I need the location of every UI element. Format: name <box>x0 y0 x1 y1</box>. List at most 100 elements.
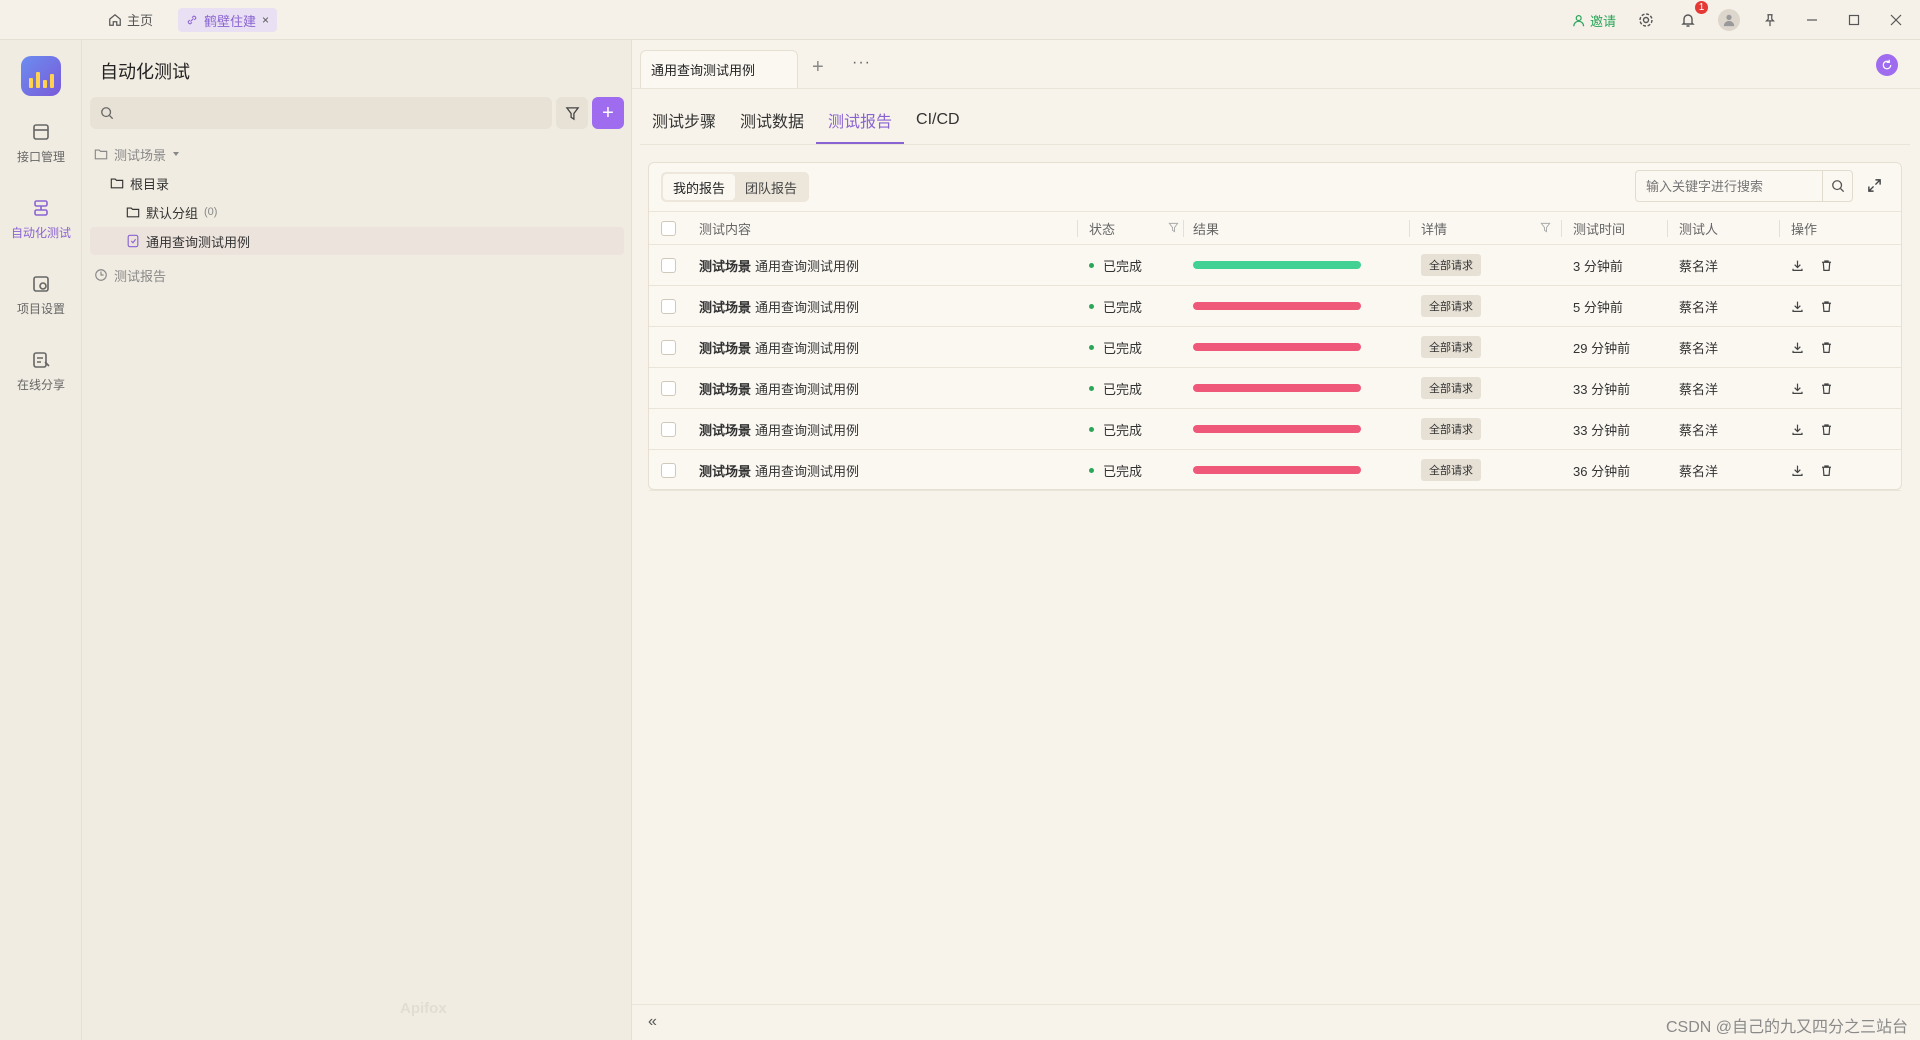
project-tab[interactable]: 鹤壁住建 × <box>178 8 278 32</box>
row-checkbox[interactable] <box>661 257 676 273</box>
user-avatar[interactable] <box>1718 9 1740 31</box>
tab-test-reports[interactable]: 测试报告 <box>816 98 905 144</box>
tree-search[interactable] <box>90 97 552 129</box>
keyword-search-input[interactable] <box>1636 178 1822 194</box>
test-content-cell: 测试场景 通用查询测试用例 <box>699 450 859 490</box>
notifications-button[interactable]: 1 <box>1676 1 1708 32</box>
detail-tag[interactable]: 全部请求 <box>1421 295 1481 317</box>
row-checkbox[interactable] <box>661 380 676 396</box>
filter-icon[interactable] <box>1540 222 1551 233</box>
close-window-button[interactable] <box>1884 8 1908 32</box>
delete-icon[interactable] <box>1820 423 1833 436</box>
row-checkbox[interactable] <box>661 421 676 437</box>
table-row[interactable]: 测试场景 通用查询测试用例 已完成 全部请求 29 分钟前 蔡名洋 <box>649 327 1901 368</box>
tree-item-test-case[interactable]: 通用查询测试用例 <box>90 227 624 255</box>
filter-button[interactable] <box>556 97 588 129</box>
table-row[interactable]: 测试场景 通用查询测试用例 已完成 全部请求 3 分钟前 蔡名洋 <box>649 245 1901 286</box>
home-tab[interactable]: 主页 <box>108 10 153 29</box>
team-reports-button[interactable]: 团队报告 <box>745 180 798 196</box>
delete-icon[interactable] <box>1820 300 1833 313</box>
tree-item-root[interactable]: 根目录 <box>110 169 169 197</box>
settings-button[interactable] <box>1634 8 1658 32</box>
detail-tag[interactable]: 全部请求 <box>1421 336 1481 358</box>
detail-tag[interactable]: 全部请求 <box>1421 418 1481 440</box>
download-icon[interactable] <box>1791 341 1804 354</box>
download-icon[interactable] <box>1791 382 1804 395</box>
row-select-cell <box>661 286 676 326</box>
row-checkbox[interactable] <box>661 339 676 355</box>
tester-cell: 蔡名洋 <box>1679 299 1719 315</box>
detail-tag[interactable]: 全部请求 <box>1421 459 1481 481</box>
status-cell: 已完成 <box>1089 368 1142 408</box>
row-checkbox[interactable] <box>661 298 676 314</box>
titlebar-actions: 邀请 1 <box>1573 1 1908 32</box>
result-bar <box>1193 466 1361 474</box>
link-icon <box>187 15 197 25</box>
nav-item-automation[interactable]: 自动化测试 <box>0 198 82 241</box>
my-reports-button[interactable]: 我的报告 <box>663 174 736 200</box>
status-cell: 已完成 <box>1089 245 1142 285</box>
table-row[interactable]: 测试场景 通用查询测试用例 已完成 全部请求 5 分钟前 蔡名洋 <box>649 286 1901 327</box>
download-icon[interactable] <box>1791 300 1804 313</box>
detail-tag[interactable]: 全部请求 <box>1421 377 1481 399</box>
download-icon[interactable] <box>1791 464 1804 477</box>
result-bar <box>1193 425 1361 433</box>
nav-item-api-management[interactable]: 接口管理 <box>0 122 82 165</box>
filter-icon[interactable] <box>1168 222 1179 233</box>
doc-tab[interactable]: 通用查询测试用例 <box>640 50 798 88</box>
table-row[interactable]: 测试场景 通用查询测试用例 已完成 全部请求 33 分钟前 蔡名洋 <box>649 368 1901 409</box>
api-icon <box>33 124 49 140</box>
tree-item-default-group[interactable]: 默认分组 (0) <box>126 198 217 226</box>
invite-button[interactable]: 邀请 <box>1573 11 1616 30</box>
pin-button[interactable] <box>1758 8 1782 32</box>
panel-title: 自动化测试 <box>100 62 190 82</box>
maximize-button[interactable] <box>1842 8 1866 32</box>
tab-ci-cd[interactable]: CI/CD <box>916 111 960 128</box>
tree-search-input[interactable] <box>122 105 522 121</box>
status-dot <box>1089 303 1094 309</box>
result-cell <box>1193 368 1361 408</box>
download-icon[interactable] <box>1791 423 1804 436</box>
case-name: 通用查询测试用例 <box>755 422 860 438</box>
table-row[interactable]: 测试场景 通用查询测试用例 已完成 全部请求 33 分钟前 蔡名洋 <box>649 409 1901 450</box>
time-cell: 29 分钟前 <box>1573 340 1631 356</box>
actions-cell <box>1791 368 1833 408</box>
fullscreen-button[interactable] <box>1867 178 1882 196</box>
tree-item-scenes[interactable]: 测试场景 <box>94 140 180 168</box>
tree-item-reports[interactable]: 测试报告 <box>94 261 166 289</box>
add-button[interactable]: + <box>592 97 624 129</box>
caret-down-icon[interactable] <box>172 150 180 158</box>
delete-icon[interactable] <box>1820 259 1833 272</box>
select-all-cell <box>661 212 676 245</box>
sync-button[interactable] <box>1876 54 1898 76</box>
minimize-button[interactable] <box>1800 8 1824 32</box>
collapse-sidebar-button[interactable]: « <box>648 1013 657 1030</box>
more-tabs-button[interactable]: ··· <box>852 54 871 71</box>
close-tab-icon[interactable]: × <box>262 13 270 27</box>
delete-icon[interactable] <box>1820 382 1833 395</box>
nav-item-online-share[interactable]: 在线分享 <box>0 350 82 393</box>
test-content-cell: 测试场景 通用查询测试用例 <box>699 286 859 326</box>
actions-cell <box>1791 409 1833 449</box>
search-submit-button[interactable] <box>1822 171 1852 201</box>
tab-test-data[interactable]: 测试数据 <box>740 114 805 131</box>
col-header-status: 状态 <box>1089 212 1189 245</box>
result-cell <box>1193 409 1361 449</box>
delete-icon[interactable] <box>1820 464 1833 477</box>
tab-test-steps[interactable]: 测试步骤 <box>652 114 717 131</box>
column-separator <box>1667 220 1668 237</box>
nav-item-project-settings[interactable]: 项目设置 <box>0 274 82 317</box>
tester-cell: 蔡名洋 <box>1679 422 1719 438</box>
time-cell: 5 分钟前 <box>1573 299 1623 315</box>
download-icon[interactable] <box>1791 259 1804 272</box>
delete-icon[interactable] <box>1820 341 1833 354</box>
row-checkbox[interactable] <box>661 462 676 478</box>
tree-label: 通用查询测试用例 <box>146 234 251 250</box>
new-tab-button[interactable]: + <box>812 56 824 78</box>
time-cell: 36 分钟前 <box>1573 463 1631 479</box>
scene-label: 测试场景 <box>699 340 752 356</box>
table-row[interactable]: 测试场景 通用查询测试用例 已完成 全部请求 36 分钟前 蔡名洋 <box>649 450 1901 491</box>
select-all-checkbox[interactable] <box>661 221 676 236</box>
detail-tag[interactable]: 全部请求 <box>1421 254 1481 276</box>
row-select-cell <box>661 245 676 285</box>
